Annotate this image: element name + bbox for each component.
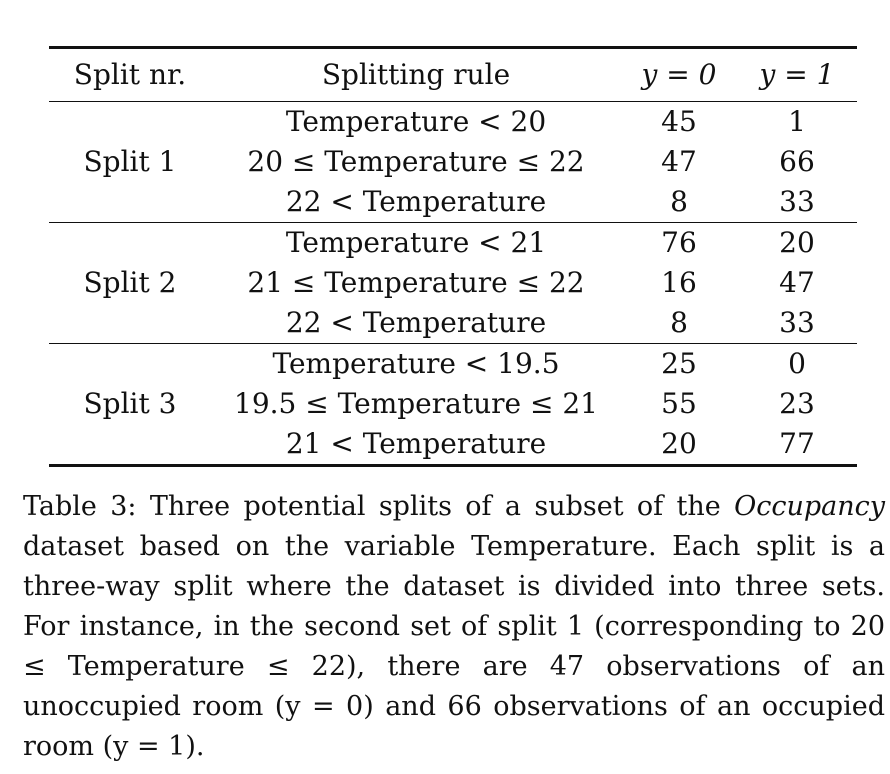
table-caption: Table 3: Three potential splits of a sub… — [23, 487, 885, 767]
caption-emphasis: Occupancy — [734, 491, 885, 522]
header-y0: y = 0 — [641, 58, 717, 91]
rule-cell: 22 < Temperature — [211, 303, 621, 344]
rule-cell: Temperature < 19.5 — [272, 347, 560, 380]
caption-body: dataset based on the variable Temperatur… — [23, 531, 885, 762]
y1-cell: 33 — [737, 303, 857, 344]
table-row: Split 2 Temperature < 21 76 20 — [49, 222, 857, 344]
table-row: 19.5 ≤ Temperature ≤ 21 55 23 — [49, 384, 857, 424]
header-y1: y = 1 — [759, 58, 835, 91]
rule-cell: Temperature < 21 — [285, 226, 547, 259]
table-row: Split 3 Temperature < 19.5 25 0 — [49, 343, 857, 467]
table-row: 20 ≤ Temperature ≤ 22 47 66 — [49, 142, 857, 182]
y1-cell: 1 — [788, 105, 806, 138]
rule-cell: 20 ≤ Temperature ≤ 22 — [247, 145, 585, 178]
header-row: Split nr. Splitting rule y = 0 y = 1 — [49, 47, 857, 102]
rule-cell: 22 < Temperature — [211, 182, 621, 223]
y0-cell: 76 — [661, 226, 697, 259]
y1-cell: 23 — [779, 387, 815, 420]
table-row: 21 ≤ Temperature ≤ 22 16 47 — [49, 263, 857, 303]
table-row: 22 < Temperature 8 33 — [49, 303, 857, 344]
split-label: Split 3 — [49, 343, 211, 467]
header-split-nr: Split nr. — [73, 58, 187, 91]
y1-cell: 77 — [737, 424, 857, 467]
rule-cell: 21 < Temperature — [211, 424, 621, 467]
y1-cell: 66 — [779, 145, 815, 178]
y1-cell: 33 — [737, 182, 857, 223]
rule-cell: Temperature < 20 — [285, 105, 547, 138]
header-splitting-rule: Splitting rule — [321, 58, 511, 91]
y0-cell: 8 — [621, 303, 737, 344]
rule-cell: 19.5 ≤ Temperature ≤ 21 — [234, 387, 598, 420]
y1-cell: 20 — [779, 226, 815, 259]
table-row: 22 < Temperature 8 33 — [49, 182, 857, 223]
caption-prefix: Table 3: Three potential splits of a sub… — [23, 491, 735, 522]
y1-cell: 47 — [779, 266, 815, 299]
splits-table: Split nr. Splitting rule y = 0 y = 1 Spl… — [49, 46, 857, 467]
splits-table-container: Split nr. Splitting rule y = 0 y = 1 Spl… — [49, 46, 857, 467]
y0-cell: 20 — [621, 424, 737, 467]
rule-cell: 21 ≤ Temperature ≤ 22 — [247, 266, 585, 299]
y0-cell: 45 — [661, 105, 697, 138]
split-label: Split 2 — [49, 222, 211, 344]
y0-cell: 8 — [621, 182, 737, 223]
table-row: 21 < Temperature 20 77 — [49, 424, 857, 467]
y0-cell: 16 — [661, 266, 697, 299]
y1-cell: 0 — [788, 347, 806, 380]
y0-cell: 55 — [661, 387, 697, 420]
y0-cell: 25 — [661, 347, 697, 380]
split-label: Split 1 — [49, 101, 211, 223]
table-row: Split 1 Temperature < 20 45 1 — [49, 101, 857, 223]
y0-cell: 47 — [661, 145, 697, 178]
